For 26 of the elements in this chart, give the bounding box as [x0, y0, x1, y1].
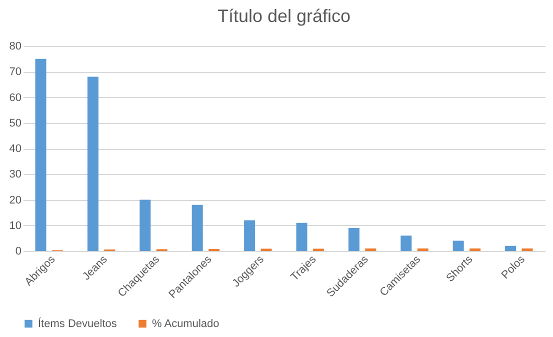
bar — [522, 248, 533, 251]
y-tick-label: 60 — [9, 92, 22, 104]
y-tick-label: 80 — [9, 40, 22, 52]
bar — [244, 220, 256, 251]
bar — [140, 200, 151, 251]
bar — [400, 236, 412, 251]
bar — [452, 240, 464, 251]
legend-label: % Acumulado — [152, 318, 220, 330]
y-tick-label: 30 — [9, 168, 22, 181]
y-tick-label: 40 — [9, 143, 22, 155]
bar — [192, 204, 203, 251]
y-tick-label: 10 — [9, 220, 22, 232]
legend-label: Ítems Devueltos — [38, 316, 118, 330]
bar — [365, 248, 376, 251]
y-tick-label: 50 — [9, 117, 22, 130]
chart-title: Título del gráfico — [217, 6, 351, 26]
bar — [87, 76, 98, 251]
y-tick-label: 20 — [9, 194, 22, 206]
bar — [417, 248, 428, 251]
bar — [35, 58, 46, 251]
bar — [505, 246, 516, 251]
bar — [348, 228, 360, 251]
bar — [470, 248, 481, 251]
bar — [296, 222, 308, 251]
y-tick-label: 0 — [15, 246, 22, 258]
y-tick-label: 70 — [9, 66, 22, 78]
